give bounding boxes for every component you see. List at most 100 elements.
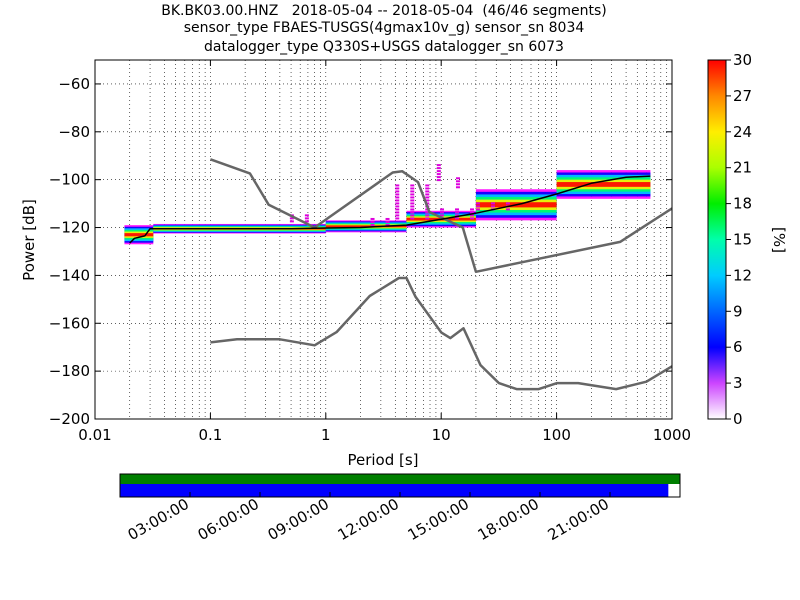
colorbar-tick-label: 27 bbox=[733, 87, 752, 105]
outlier-cell bbox=[410, 190, 415, 193]
outlier-cell bbox=[455, 217, 460, 220]
outlier-cell bbox=[436, 173, 441, 176]
chart-title: BK.BK03.00.HNZ 2018-05-04 -- 2018-05-04 … bbox=[161, 3, 607, 19]
outlier-cell bbox=[455, 214, 460, 217]
outlier-cell bbox=[370, 223, 375, 226]
coverage-blue-bar bbox=[120, 484, 669, 497]
outlier-cell bbox=[385, 220, 390, 223]
colorbar-tick-label: 15 bbox=[733, 231, 752, 249]
outlier-cell bbox=[395, 196, 400, 199]
outlier-cell bbox=[425, 184, 430, 187]
outlier-cell bbox=[410, 187, 415, 190]
outlier-cell bbox=[395, 187, 400, 190]
outlier-cell bbox=[410, 202, 415, 205]
time-coverage: 03:00:00 06:00:00 09:00:00 12:00:00 15:00:00… bbox=[119, 473, 681, 544]
outlier-cell bbox=[490, 205, 495, 208]
colorbar-tick-label: 21 bbox=[733, 159, 752, 177]
outlier-cell bbox=[395, 184, 400, 187]
outlier-cell bbox=[410, 184, 415, 187]
outlier-cell bbox=[455, 208, 460, 211]
colorbar-label: [%] bbox=[770, 227, 788, 253]
outlier-cell bbox=[395, 214, 400, 217]
colorbar: 0 3 6 9 12 15 18 21 24 27 30 bbox=[707, 51, 752, 428]
outlier-cell bbox=[395, 202, 400, 205]
outlier-cell bbox=[395, 205, 400, 208]
outlier-cell bbox=[410, 205, 415, 208]
noise-models bbox=[129, 158, 672, 391]
outlier-cell bbox=[395, 193, 400, 196]
outlier-cell bbox=[490, 202, 495, 205]
time-tick-label: 18:00:00 bbox=[475, 495, 542, 544]
outlier-cell bbox=[425, 214, 430, 217]
outlier-cell bbox=[395, 208, 400, 211]
outlier-cell bbox=[370, 220, 375, 223]
outlier-cell bbox=[395, 211, 400, 214]
new-low-noise-model-line bbox=[210, 276, 672, 391]
chart-subtitle-datalogger: datalogger_type Q330S+USGS datalogger_sn… bbox=[204, 39, 564, 55]
y-tick-label: −100 bbox=[49, 171, 90, 189]
outlier-cell bbox=[470, 208, 475, 211]
outlier-cell bbox=[425, 211, 430, 214]
outlier-cell bbox=[425, 190, 430, 193]
x-tick-label: 0.01 bbox=[78, 426, 111, 444]
y-axis-label: Power [dB] bbox=[20, 199, 38, 281]
psd-band bbox=[325, 225, 407, 228]
outlier-cell bbox=[475, 208, 480, 211]
outlier-cell bbox=[410, 217, 415, 220]
outlier-cell bbox=[455, 211, 460, 214]
outlier-cell bbox=[395, 190, 400, 193]
outlier-cell bbox=[455, 183, 460, 186]
time-tick-label: 06:00:00 bbox=[195, 495, 262, 544]
outlier-cell bbox=[304, 214, 309, 217]
y-tick-label: −120 bbox=[49, 219, 90, 237]
outlier-cell bbox=[440, 211, 445, 214]
outlier-cell bbox=[475, 202, 480, 205]
x-tick-label: 1 bbox=[321, 426, 331, 444]
chart-subtitle-sensor: sensor_type FBAES-TUSGS(4gmax10v_g) sens… bbox=[183, 20, 585, 36]
colorbar-tick-label: 18 bbox=[733, 195, 752, 213]
colorbar-tick-label: 12 bbox=[733, 266, 752, 284]
psd-band bbox=[556, 182, 651, 187]
outlier-cell bbox=[385, 217, 390, 220]
outlier-cell bbox=[289, 217, 294, 220]
outlier-cell bbox=[436, 176, 441, 179]
outlier-cell bbox=[304, 217, 309, 220]
outlier-cell bbox=[505, 208, 510, 211]
x-axis-label: Period [s] bbox=[347, 451, 418, 469]
colorbar-tick-label: 3 bbox=[733, 374, 743, 392]
outlier-cell bbox=[470, 214, 475, 217]
outlier-cell bbox=[425, 187, 430, 190]
outlier-cell bbox=[370, 217, 375, 220]
time-tick-label: 15:00:00 bbox=[405, 495, 472, 544]
outlier-cell bbox=[425, 193, 430, 196]
outlier-cell bbox=[475, 205, 480, 208]
plot-frame bbox=[94, 59, 673, 420]
coverage-green-bar bbox=[120, 474, 680, 484]
y-tick-label: −160 bbox=[49, 314, 90, 332]
time-tick-label: 21:00:00 bbox=[545, 495, 612, 544]
axes: 0.01 0.1 1 10 100 1000 −60 −80 −100 −120 −140 −160 −… bbox=[49, 60, 691, 444]
outlier-cell bbox=[410, 196, 415, 199]
outlier-cell bbox=[436, 167, 441, 170]
x-tick-label: 10 bbox=[432, 426, 451, 444]
outlier-cell bbox=[470, 217, 475, 220]
outlier-cell bbox=[436, 164, 441, 167]
outlier-cell bbox=[289, 220, 294, 223]
new-high-noise-model-line bbox=[209, 158, 672, 274]
outlier-cell bbox=[440, 214, 445, 217]
outlier-cell bbox=[410, 199, 415, 202]
outlier-cell bbox=[395, 217, 400, 220]
outlier-cell bbox=[425, 199, 430, 202]
outlier-cell bbox=[440, 208, 445, 211]
outlier-cell bbox=[436, 179, 441, 182]
grid bbox=[94, 60, 672, 420]
outlier-cell bbox=[425, 217, 430, 220]
outlier-cell bbox=[455, 186, 460, 189]
outlier-cell bbox=[470, 211, 475, 214]
outlier-cell bbox=[410, 211, 415, 214]
y-tick-label: −180 bbox=[49, 362, 90, 380]
outlier-cell bbox=[425, 196, 430, 199]
outlier-cell bbox=[505, 202, 510, 205]
outlier-cell bbox=[455, 180, 460, 183]
mode-line bbox=[129, 175, 651, 244]
